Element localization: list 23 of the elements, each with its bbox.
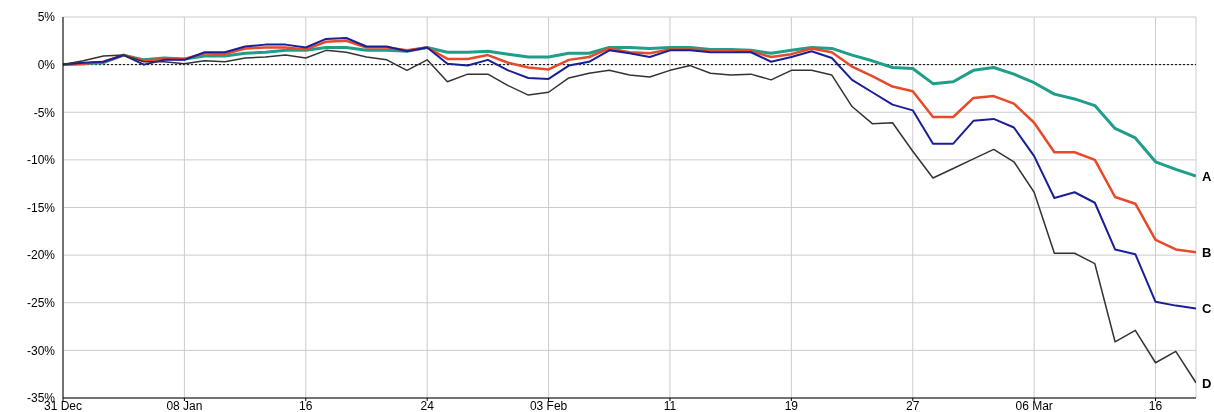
y-tick-label: -30% <box>26 343 56 358</box>
x-tick-label: 24 <box>420 398 435 412</box>
x-tick-label: 08 Jan <box>166 398 203 412</box>
line-series <box>63 36 1196 310</box>
y-tick-label: -25% <box>26 296 56 311</box>
line-series <box>63 49 1196 384</box>
y-tick-label: -15% <box>26 200 56 215</box>
x-tick-label: 27 <box>906 398 920 412</box>
series-label: D <box>1202 375 1212 391</box>
y-tick-label: -20% <box>26 248 56 263</box>
x-tick-label: 11 <box>663 398 677 412</box>
y-tick-label: -10% <box>26 153 56 168</box>
x-tick-label: 16 <box>299 398 313 412</box>
y-tick-label: 0% <box>37 57 56 72</box>
y-tick-label: 5% <box>37 10 56 25</box>
x-tick-label: 19 <box>784 398 799 412</box>
x-tick-label: 06 Mar <box>1015 398 1053 412</box>
x-tick-label: 16 <box>1148 398 1163 412</box>
y-tick-label: -5% <box>33 105 56 120</box>
series-label: B <box>1202 245 1212 261</box>
series-label: A <box>1202 169 1212 185</box>
series-label: C <box>1202 301 1212 317</box>
x-tick-label: 03 Feb <box>529 398 568 412</box>
